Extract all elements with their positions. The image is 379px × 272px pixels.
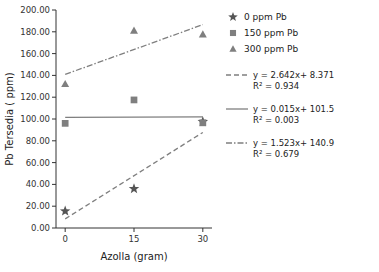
y-tick: [52, 228, 56, 229]
x-tick-label: 15: [129, 234, 140, 244]
y-tick-label: 140.00: [20, 70, 50, 80]
trend-line: [65, 116, 203, 118]
scatter-point: [129, 183, 139, 193]
legend-label-line: R² = 0.679: [253, 149, 299, 159]
legend-label: 0 ppm Pb: [244, 12, 287, 22]
scatter-point: [131, 97, 138, 104]
scatter-point: [61, 80, 69, 87]
y-tick-label: 100.00: [20, 114, 50, 124]
legend-line: [226, 74, 248, 75]
y-tick: [52, 31, 56, 32]
y-tick-label: 120.00: [20, 92, 50, 102]
scatter-point: [130, 27, 138, 34]
chart: 0.00 20.00 40.00 60.00 80.00 100.00 120.00 140.…: [0, 0, 379, 272]
scatter-point: [198, 116, 208, 126]
scatter-point: [199, 119, 206, 126]
x-tick: [65, 228, 66, 232]
legend-marker: [230, 30, 236, 36]
x-axis-label: Azolla (gram): [100, 251, 167, 262]
y-tick-label: 40.00: [26, 179, 50, 189]
y-tick: [52, 97, 56, 98]
trend-line: [65, 132, 203, 218]
y-tick: [52, 184, 56, 185]
scatter-point: [199, 30, 207, 37]
legend: 0 ppm Pb 150 ppm Pb 300 ppm Pb y = 2.642x+ …: [226, 12, 334, 159]
y-tick: [52, 10, 56, 11]
y-tick: [52, 162, 56, 163]
y-tick-label: 200.00: [20, 5, 50, 15]
legend-label: y = 1.523x+ 140.9R² = 0.679: [253, 138, 334, 159]
legend-label: y = 2.642x+ 8.371R² = 0.934: [253, 70, 334, 91]
plot-area: [60, 25, 208, 219]
legend-label-line: R² = 0.934: [253, 81, 299, 91]
y-tick-label: 80.00: [26, 136, 50, 146]
trend-line: [65, 25, 203, 75]
legend-marker: [229, 45, 236, 51]
y-tick-label: 160.00: [20, 49, 50, 59]
y-tick-label: 180.00: [20, 27, 50, 37]
legend-label-line: R² = 0.003: [253, 115, 299, 125]
legend-marker: [228, 12, 238, 21]
legend-label: 300 ppm Pb: [244, 44, 299, 54]
y-tick: [52, 119, 56, 120]
x-tick-label: 0: [62, 234, 67, 244]
y-tick-label: 20.00: [26, 201, 50, 211]
legend-line: [226, 142, 248, 143]
scatter-point: [60, 206, 70, 216]
y-tick: [52, 53, 56, 54]
legend-label-line: y = 0.015x+ 101.5: [253, 104, 334, 114]
y-tick: [52, 140, 56, 141]
y-axis-label: Pb Tersedia ( ppm): [4, 72, 15, 166]
legend-label: y = 0.015x+ 101.5R² = 0.003: [253, 104, 334, 125]
y-tick: [52, 206, 56, 207]
legend-label-line: y = 1.523x+ 140.9: [253, 138, 334, 148]
legend-label-line: y = 2.642x+ 8.371: [253, 70, 334, 80]
x-tick: [202, 228, 203, 232]
y-tick-label: 60.00: [26, 158, 50, 168]
legend-line: [226, 108, 248, 109]
y-tick-label: 0.00: [31, 223, 50, 233]
y-tick: [52, 75, 56, 76]
x-tick: [134, 228, 135, 232]
scatter-point: [62, 120, 69, 127]
legend-label: 150 ppm Pb: [244, 28, 299, 38]
x-tick-label: 30: [197, 234, 208, 244]
